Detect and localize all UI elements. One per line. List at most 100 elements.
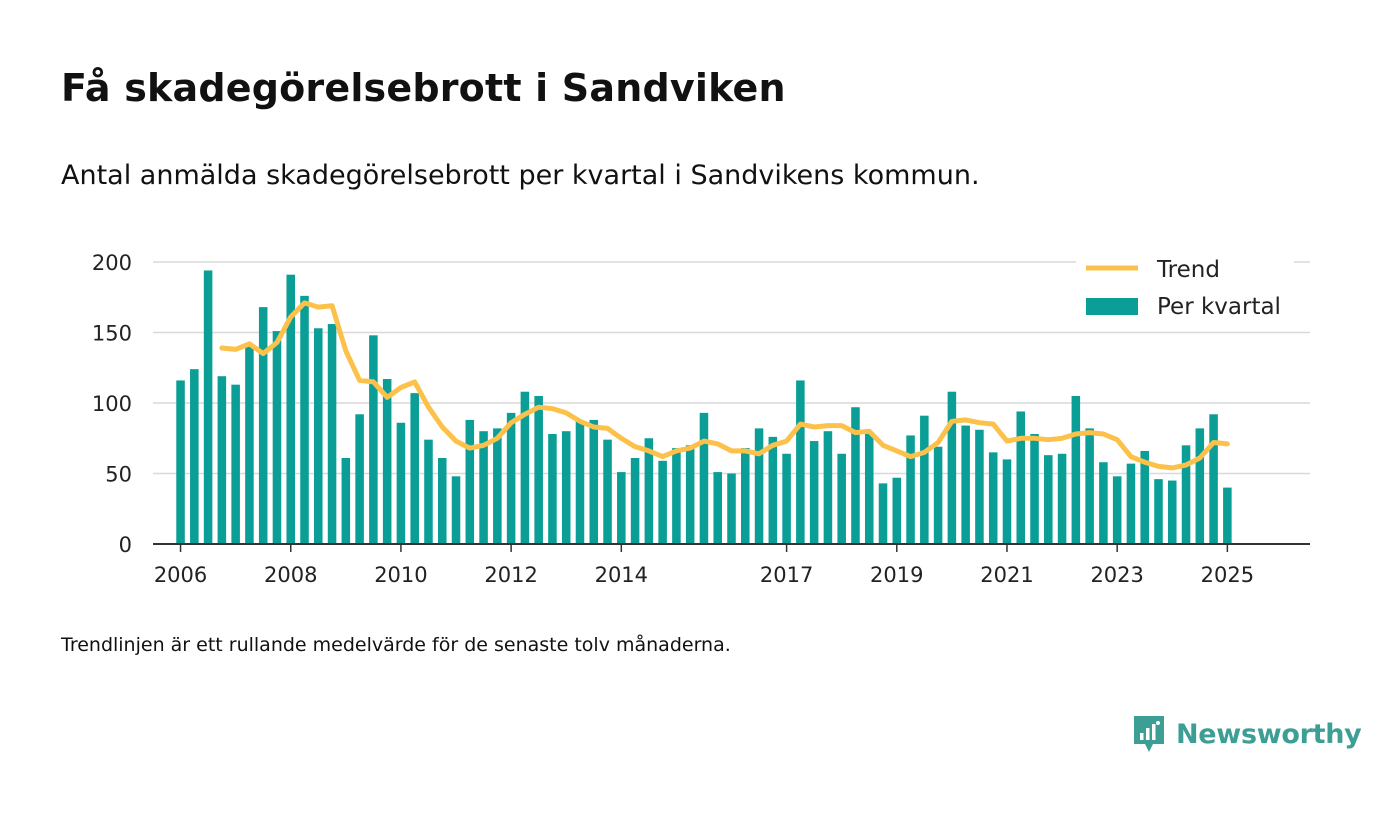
y-axis-ticks: 0 50 100 150 200	[92, 251, 132, 557]
bar	[272, 331, 282, 544]
chart-subtitle: Antal anmälda skadegörelsebrott per kvar…	[61, 160, 980, 191]
bar	[933, 446, 943, 544]
bar	[782, 453, 791, 544]
bar	[1195, 428, 1205, 544]
bar	[906, 435, 915, 544]
bar	[1099, 462, 1108, 544]
bar	[534, 395, 543, 544]
x-tick-label: 2023	[1090, 563, 1143, 587]
bar	[727, 473, 736, 544]
bar	[630, 457, 640, 544]
bar	[493, 428, 502, 544]
bar	[617, 472, 626, 544]
bar	[837, 453, 846, 544]
bar	[314, 328, 323, 544]
y-tick-label: 50	[105, 463, 132, 487]
trend-line	[219, 300, 1230, 471]
bar	[1181, 445, 1191, 544]
bar	[1016, 411, 1026, 544]
newsworthy-logo-icon	[1134, 716, 1164, 752]
bar	[809, 441, 819, 544]
bar	[1002, 459, 1012, 544]
legend-trend-label: Trend	[1156, 257, 1220, 283]
bar	[1126, 463, 1136, 544]
bar	[245, 346, 254, 544]
bar	[369, 335, 378, 544]
bar	[1112, 476, 1122, 544]
bar	[506, 412, 516, 544]
bar	[437, 457, 447, 544]
bar	[1044, 455, 1053, 544]
bar	[658, 460, 667, 544]
brand-name: Newsworthy	[1176, 718, 1362, 750]
bar	[589, 419, 599, 544]
legend: Trend Per kvartal	[1076, 250, 1294, 330]
bar	[699, 412, 709, 544]
footnote: Trendlinjen är ett rullande medelvärde f…	[61, 634, 731, 656]
bar	[176, 380, 185, 544]
bar	[1057, 453, 1067, 544]
bar	[603, 439, 612, 544]
legend-bar-swatch	[1086, 298, 1138, 315]
bar	[1167, 480, 1177, 544]
bar	[920, 415, 929, 544]
bar	[520, 391, 530, 544]
bar	[1085, 428, 1094, 544]
x-tick-label: 2017	[760, 563, 813, 587]
bar	[864, 432, 874, 544]
x-tick-label: 2012	[484, 563, 537, 587]
bar	[851, 407, 860, 544]
bar	[1030, 434, 1039, 544]
bar	[424, 439, 433, 544]
x-tick-label: 2019	[870, 563, 923, 587]
bar	[1223, 487, 1232, 544]
bar	[1154, 479, 1163, 544]
bar	[410, 393, 419, 544]
x-tick-label: 2021	[980, 563, 1033, 587]
chart-title: Få skadegörelsebrott i Sandviken	[61, 66, 786, 110]
bar	[355, 414, 364, 544]
brand-logo: Newsworthy	[1132, 712, 1362, 756]
legend-bar-label: Per kvartal	[1157, 294, 1281, 320]
bar	[892, 477, 902, 544]
bar	[796, 380, 805, 544]
bar	[327, 324, 337, 544]
y-tick-label: 0	[119, 533, 132, 557]
x-tick-label: 2010	[374, 563, 427, 587]
bar	[878, 483, 888, 544]
bar	[561, 431, 571, 544]
x-tick-label: 2025	[1201, 563, 1254, 587]
bar	[341, 457, 351, 544]
bar	[575, 421, 585, 544]
bar	[479, 431, 488, 544]
bar	[396, 422, 406, 544]
bar	[1140, 450, 1149, 544]
bar	[754, 428, 764, 544]
bar	[286, 274, 296, 544]
bar	[947, 391, 957, 544]
legend-background	[1076, 250, 1294, 330]
bar	[190, 369, 199, 544]
bar	[975, 429, 984, 544]
bar	[823, 431, 833, 544]
bar	[203, 270, 213, 544]
x-tick-label: 2006	[154, 563, 207, 587]
bar	[258, 307, 268, 544]
bar	[988, 452, 998, 544]
y-tick-label: 200	[92, 251, 132, 275]
bar-chart: 0 50 100 150 200 2006 2008 2010 2012 2014 2017 201…	[92, 250, 1310, 587]
bar	[713, 472, 722, 544]
x-tick-label: 2014	[595, 563, 648, 587]
bar	[961, 425, 970, 544]
bar	[548, 434, 557, 544]
bar	[741, 448, 750, 544]
y-tick-label: 150	[92, 322, 132, 346]
bar	[231, 384, 240, 544]
bar	[465, 419, 475, 544]
y-tick-label: 100	[92, 392, 132, 416]
bar	[300, 295, 309, 544]
bar	[1071, 395, 1081, 544]
x-tick-label: 2008	[264, 563, 317, 587]
bar	[768, 436, 778, 544]
bars-per-kvartal	[176, 270, 1232, 544]
